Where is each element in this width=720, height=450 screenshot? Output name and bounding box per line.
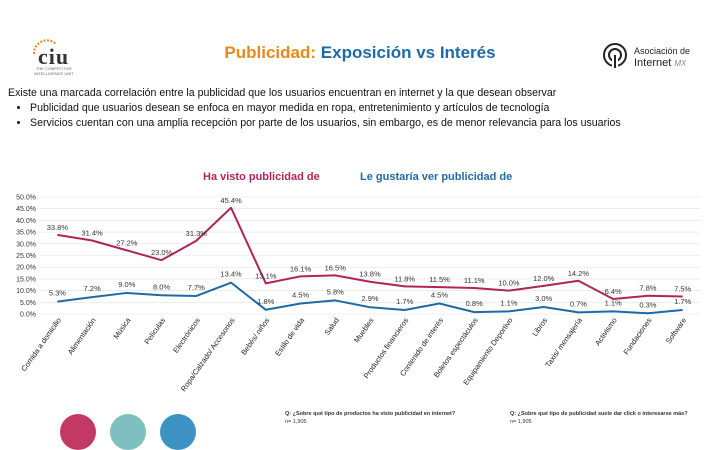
decor-circle-blue	[160, 414, 196, 450]
summary-bullet: Publicidad que usuarios desean se enfoca…	[30, 101, 708, 116]
x-tick-label: Taxis/ mensajería	[543, 315, 584, 369]
data-label-wanted: 3.0%	[535, 294, 552, 303]
data-label-seen: 10.0%	[498, 279, 520, 288]
x-tick-label: Salud	[323, 316, 341, 337]
summary-intro: Existe una marcada correlación entre la …	[8, 87, 557, 99]
data-label-wanted: 7.7%	[188, 283, 205, 292]
data-label-seen: 14.2%	[568, 269, 590, 278]
data-label-wanted: 1.7%	[396, 297, 413, 306]
x-tick-label: Activismo	[593, 316, 619, 347]
data-label-wanted: 2.9%	[361, 294, 378, 303]
data-label-seen: 7.8%	[639, 284, 656, 293]
aimx-line1: Asociación de	[634, 46, 691, 56]
data-label-wanted: 5.8%	[327, 287, 344, 296]
data-label-wanted: 1.8%	[257, 297, 274, 306]
data-label-seen: 31.4%	[81, 229, 103, 238]
y-tick-label: 15.0%	[16, 276, 36, 283]
x-tick-label: Películas	[142, 316, 167, 346]
question-note-1: Q: ¿Sobre qué tipo de productos ha visto…	[285, 410, 455, 426]
x-tick-label: Fundaciones	[622, 316, 654, 357]
data-label-seen: 33.8%	[47, 223, 69, 232]
summary-bullets: Publicidad que usuarios desean se enfoca…	[8, 101, 708, 131]
data-label-seen: 16.1%	[290, 264, 312, 273]
y-tick-label: 40.0%	[16, 218, 36, 225]
line-chart: 0.0% 5.0% 10.0% 15.0% 20.0% 25.0% 30.0% 35.0% 40…	[16, 195, 700, 393]
data-label-seen: 27.2%	[116, 238, 138, 247]
aimx-mx: MX	[674, 59, 687, 68]
data-label-wanted: 1.7%	[674, 297, 691, 306]
data-label-wanted: 0.7%	[570, 299, 587, 308]
series-line-seen	[57, 206, 683, 301]
ciu-logo-text: ciu	[38, 44, 70, 69]
data-label-wanted: 5.3%	[49, 289, 66, 298]
data-label-seen: 11.8%	[394, 274, 415, 283]
question-note-2: Q: ¿Sobre qué tipo de publicidad suele d…	[510, 410, 688, 426]
data-label-seen: 11.1%	[464, 276, 485, 285]
legend-series-seen: Ha visto publicidad de	[203, 171, 320, 183]
page-title: Publicidad: Exposición vs Interés	[0, 43, 720, 63]
aimx-logo: Asociación de Internet MX	[600, 40, 710, 76]
data-label-wanted: 1.1%	[605, 298, 622, 307]
question-2: Q: ¿Sobre qué tipo de publicidad suele d…	[510, 411, 688, 417]
aimx-circle-icon	[603, 43, 627, 68]
summary-bullet: Servicios cuentan con una amplia recepci…	[30, 116, 708, 131]
x-tick-label: Bebés/ niños	[239, 316, 271, 357]
title-main: Exposición vs Interés	[320, 43, 496, 62]
ciu-logo-tagline: THE COMPETITIVE INTELLIGENCE UNIT	[34, 66, 74, 76]
x-tick-label: Electrónicos	[171, 316, 202, 355]
ciu-arc-icon	[32, 39, 57, 55]
y-tick-label: 30.0%	[16, 241, 36, 248]
y-tick-label: 35.0%	[16, 230, 36, 237]
data-label-wanted: 4.5%	[292, 290, 309, 299]
y-tick-label: 5.0%	[20, 300, 36, 307]
x-tick-label: Libros	[530, 316, 549, 338]
y-tick-label: 20.0%	[16, 265, 36, 272]
y-tick-label: 45.0%	[16, 206, 36, 213]
data-label-wanted: 1.1%	[500, 298, 517, 307]
legend-series-wanted: Le gustaría ver publicidad de	[360, 171, 513, 183]
data-label-wanted: 0.3%	[639, 300, 656, 309]
y-tick-label: 10.0%	[16, 288, 36, 295]
x-tick-label: Alimentación	[66, 316, 98, 356]
data-label-wanted: 9.0%	[118, 280, 135, 289]
y-tick-label: 0.0%	[20, 312, 36, 319]
data-label-wanted: 0.8%	[466, 299, 483, 308]
x-tick-label: Software	[664, 316, 688, 345]
data-label-seen: 13.8%	[359, 270, 381, 279]
summary-text: Existe una marcada correlación entre la …	[8, 86, 708, 131]
data-label-seen: 12.0%	[533, 274, 555, 283]
data-label-seen: 6.4%	[605, 287, 622, 296]
series-line-wanted	[57, 281, 683, 315]
decor-circle-teal	[110, 414, 146, 450]
data-label-seen: 31.3%	[186, 229, 208, 238]
x-tick-label: Comida a domicilio	[19, 316, 63, 373]
data-label-seen: 13.1%	[255, 271, 277, 280]
ciu-logo: ciu THE COMPETITIVE INTELLIGENCE UNIT	[8, 36, 82, 76]
y-tick-label: 25.0%	[16, 253, 36, 260]
x-tick-label: Música	[111, 315, 132, 340]
data-label-wanted: 7.2%	[84, 284, 101, 293]
aimx-line2: Internet MX	[634, 57, 686, 69]
title-prefix: Publicidad:	[224, 43, 317, 62]
question-1: Q: ¿Sobre qué tipo de productos ha visto…	[285, 411, 456, 417]
data-label-seen: 23.0%	[151, 248, 173, 257]
data-label-wanted: 13.4%	[220, 270, 242, 279]
sample-size-2: n= 1,905	[510, 419, 532, 425]
data-label-wanted: 8.0%	[153, 282, 170, 291]
x-tick-label: Estilo de vida	[273, 315, 306, 357]
y-tick-label: 50.0%	[16, 195, 36, 202]
data-label-wanted: 4.5%	[431, 290, 448, 299]
data-label-seen: 7.5%	[674, 284, 691, 293]
data-label-seen: 16.5%	[325, 263, 347, 272]
aimx-internet: Internet	[634, 57, 672, 69]
data-label-seen: 11.5%	[429, 275, 450, 284]
x-tick-label: Muebles	[352, 316, 376, 345]
decor-circle-red	[60, 414, 96, 450]
sample-size-1: n= 1,905	[285, 419, 307, 425]
data-label-seen: 45.4%	[220, 196, 242, 205]
